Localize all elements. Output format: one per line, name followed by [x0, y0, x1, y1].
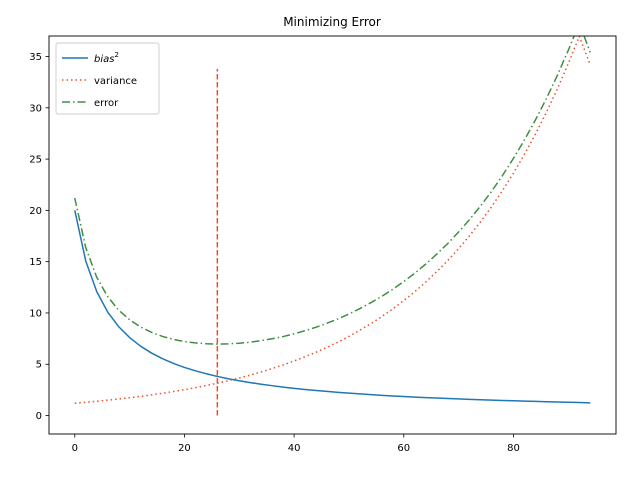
x-tick-label: 40	[288, 443, 301, 454]
x-tick-label: 60	[397, 443, 410, 454]
series-line-bias	[74, 210, 591, 404]
legend-box	[55, 42, 160, 115]
legend-label-bias: bias2	[94, 51, 119, 65]
legend: bias2 variance error	[55, 42, 160, 115]
x-tick-label: 0	[72, 443, 78, 454]
y-tick-label: 0	[36, 411, 42, 422]
y-axis: 0 5 10 15 20 25 30 35	[29, 52, 49, 422]
y-tick-label: 20	[29, 206, 42, 217]
y-tick-label: 15	[29, 257, 42, 268]
series-line-variance	[74, 36, 591, 404]
y-tick-label: 10	[29, 308, 42, 319]
y-tick-label: 30	[29, 103, 42, 114]
plot-area	[74, 36, 591, 416]
legend-label-variance: variance	[94, 76, 137, 87]
x-tick-label: 80	[507, 443, 520, 454]
legend-label-error: error	[94, 98, 119, 109]
chart-title: Minimizing Error	[283, 15, 381, 29]
series-line-error	[74, 36, 591, 345]
axes-frame	[48, 35, 617, 435]
y-tick-label: 5	[36, 360, 42, 371]
x-axis: 0 20 40 60 80	[72, 434, 520, 454]
y-tick-label: 35	[29, 52, 42, 63]
y-tick-label: 25	[29, 155, 42, 166]
x-tick-label: 20	[178, 443, 191, 454]
